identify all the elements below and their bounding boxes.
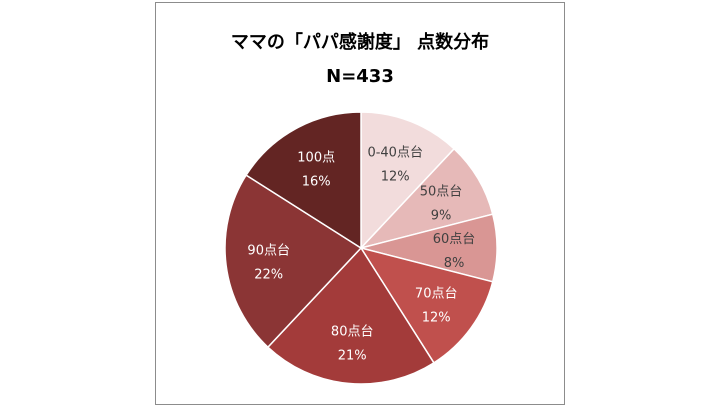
slice-category-label: 90点台 [247,244,290,259]
slice-value-label: 12% [422,311,451,326]
slice-value-label: 8% [444,256,465,271]
slice-category-label: 0-40点台 [367,146,423,161]
pie-slices [224,111,498,385]
chart-title-block: ママの「パパ感謝度」 点数分布 N=433 [155,26,565,94]
chart-subtitle: N=433 [326,66,394,87]
slice-value-label: 16% [302,175,331,190]
slice-value-label: 21% [338,349,367,364]
slice-value-label: 12% [381,170,410,185]
pie-slice-5 [266,246,435,385]
slice-value-label: 9% [431,209,452,224]
slice-category-label: 60点台 [433,232,476,247]
pie-slice-6 [224,174,363,349]
pie-slice-4 [359,246,494,364]
slice-category-label: 50点台 [420,185,463,200]
pie-labels: 0-40点台 12% 50点台 9% 60点台 8% 70点台 12% 80点台 21% 90点台 2… [247,146,475,364]
pie-slice-7 [245,111,362,250]
chart-title: ママの「パパ感謝度」 点数分布 [230,32,490,53]
slice-category-label: 70点台 [415,287,458,302]
slice-value-label: 22% [254,268,283,283]
pie-slice-1 [360,111,456,250]
slice-category-label: 80点台 [331,325,374,340]
slice-category-label: 100点 [297,151,335,166]
